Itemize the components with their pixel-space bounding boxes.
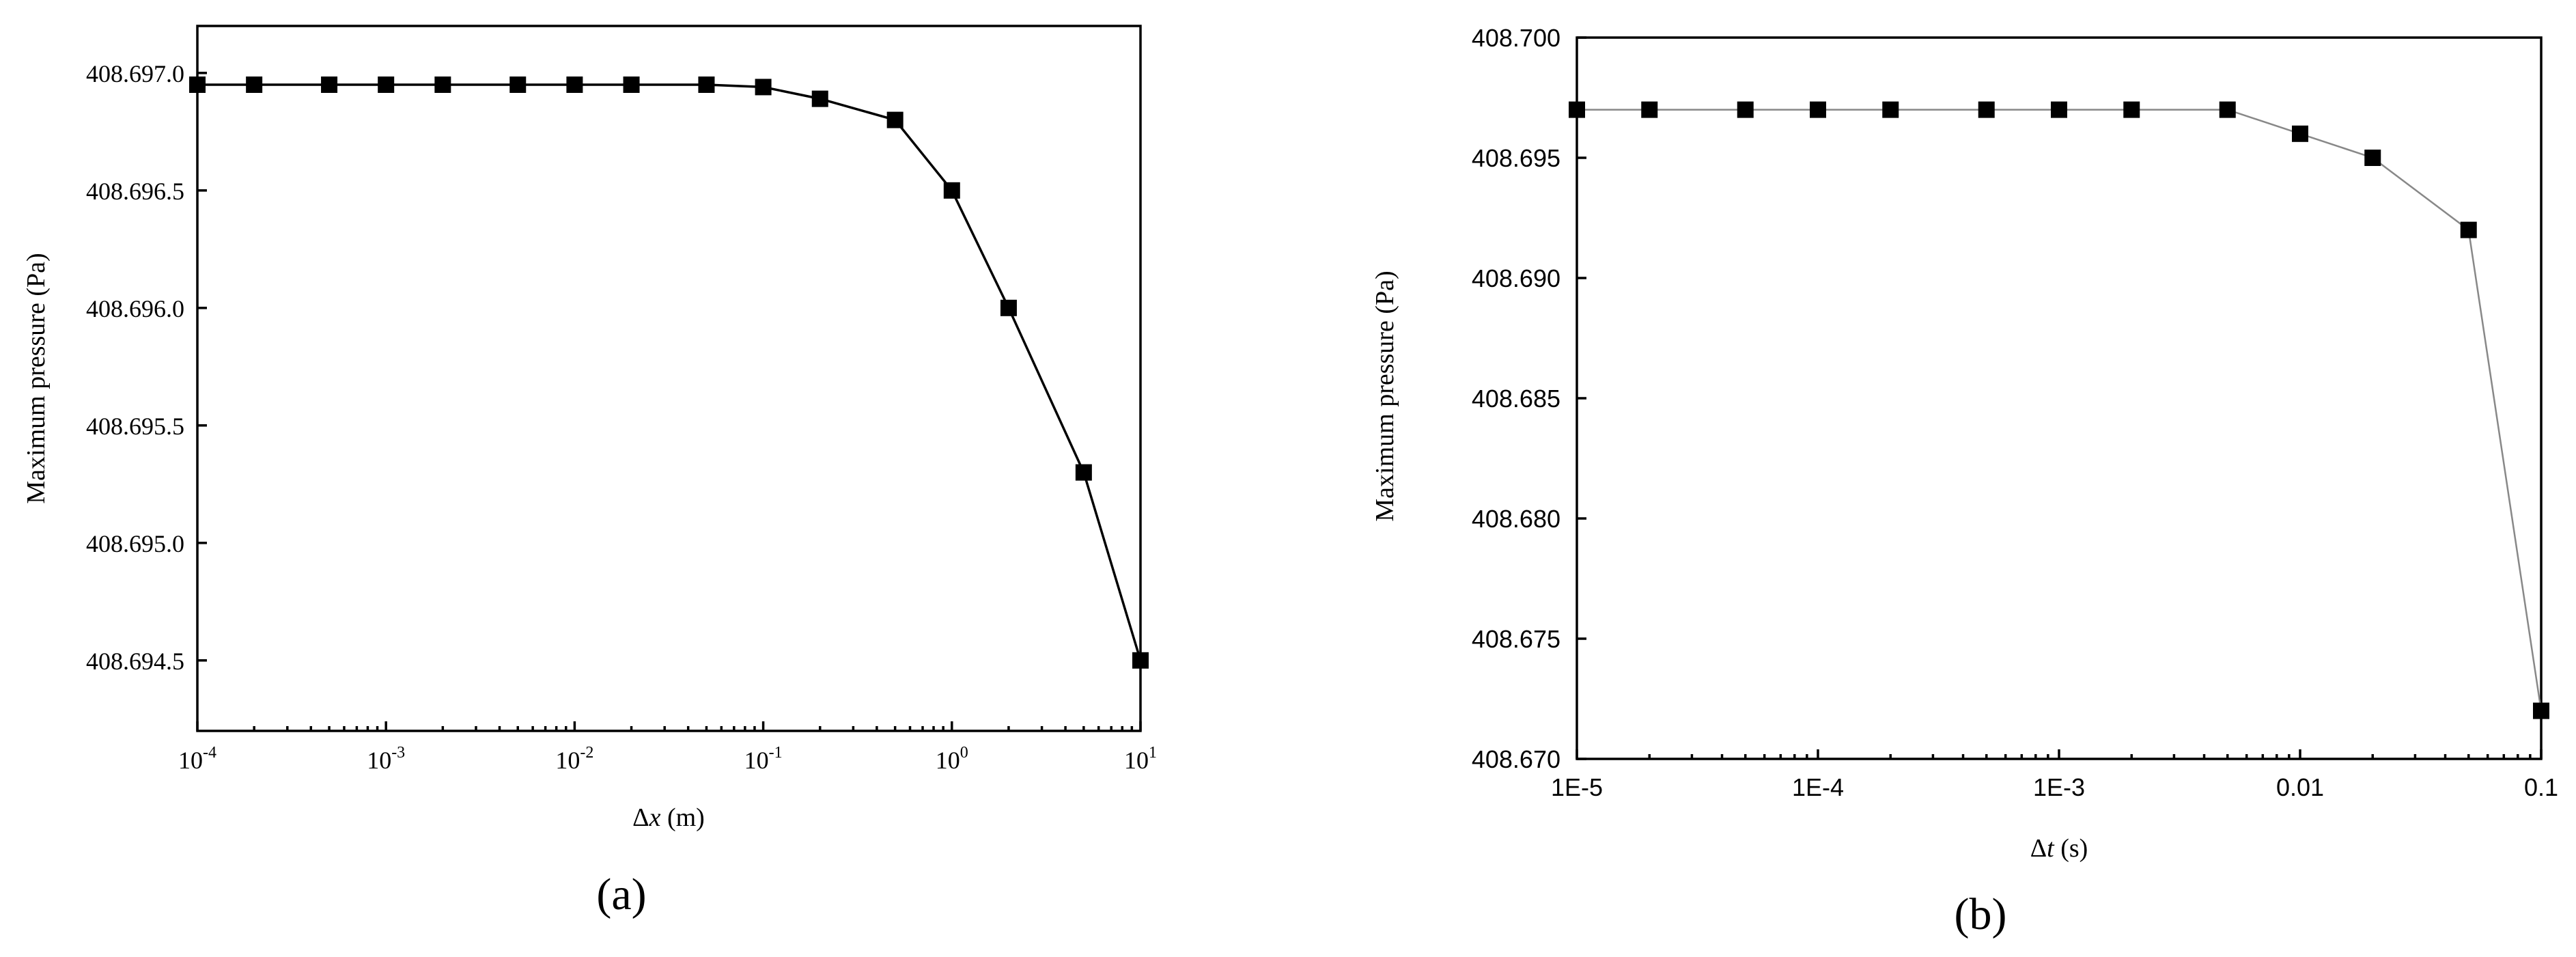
chart-b-y-tick-label: 408.680 xyxy=(1472,505,1560,533)
chart-a-y-tick-label: 408.697.0 xyxy=(86,60,184,87)
chart-a-x-axis: 10-4 10-3 10-2 10-1 100 101 xyxy=(178,721,1157,774)
chart-a-x-axis-label: Δx (m) xyxy=(632,803,705,832)
chart-b-x-tick-label: 0.1 xyxy=(2524,773,2558,801)
chart-a-y-tick-label: 408.696.0 xyxy=(86,295,184,322)
chart-b: 408.670 408.675 408.680 408.685 408.690 408.6… xyxy=(1371,24,2558,939)
chart-b-point xyxy=(2533,702,2549,719)
chart-a-x-tick-label: 10-2 xyxy=(555,744,593,774)
chart-a-point xyxy=(189,77,206,93)
chart-b-panel-label: (b) xyxy=(1955,889,2007,939)
chart-a-x-tick-label: 10-1 xyxy=(744,744,783,774)
chart-a-point xyxy=(1000,299,1017,316)
chart-b-x-tick-label: 0.01 xyxy=(2276,773,2324,801)
chart-a-point xyxy=(566,77,583,93)
chart-a: 408.694.5 408.695.0 408.695.5 408.696.0 408.… xyxy=(22,25,1157,919)
chart-a-x-tick-label: 10-3 xyxy=(367,744,405,774)
chart-b-x-axis-label: Δt (s) xyxy=(2030,834,2088,863)
chart-a-panel-label: (a) xyxy=(596,870,646,919)
chart-b-point xyxy=(2219,101,2236,118)
chart-b-point xyxy=(1641,101,1658,118)
chart-a-point xyxy=(1132,652,1149,669)
chart-a-series xyxy=(189,77,1149,669)
chart-b-y-tick-label: 408.670 xyxy=(1472,745,1560,773)
chart-b-y-tick-label: 408.700 xyxy=(1472,24,1560,52)
chart-a-point xyxy=(434,77,451,93)
chart-a-point xyxy=(811,90,828,107)
chart-b-point xyxy=(2123,101,2140,118)
chart-b-x-tick-label: 1E-4 xyxy=(1792,773,1844,801)
chart-b-x-tick-label: 1E-5 xyxy=(1551,773,1603,801)
chart-a-plot-frame xyxy=(196,25,1142,732)
chart-a-point xyxy=(623,77,640,93)
chart-a-point xyxy=(378,77,395,93)
chart-b-point xyxy=(2364,150,2381,166)
chart-b-series-line xyxy=(1577,109,2543,711)
chart-a-x-tick-label: 10-4 xyxy=(178,744,216,774)
chart-a-point xyxy=(246,77,263,93)
chart-b-point xyxy=(2460,221,2477,238)
chart-a-series-line xyxy=(197,83,1142,661)
chart-a-y-tick-label: 408.695.5 xyxy=(86,413,184,440)
chart-a-y-tick-label: 408.695.0 xyxy=(86,530,184,557)
chart-a-x-tick-label: 100 xyxy=(936,744,968,774)
chart-a-point xyxy=(886,111,904,128)
chart-a-point xyxy=(943,182,960,199)
chart-b-y-tick-label: 408.675 xyxy=(1472,625,1560,653)
chart-a-y-axis: 408.694.5 408.695.0 408.695.5 408.696.0 408.… xyxy=(86,60,207,675)
chart-a-x-tick-label: 101 xyxy=(1124,744,1157,774)
chart-b-y-axis-label: Maximum pressure (Pa) xyxy=(1371,271,1399,521)
chart-a-point xyxy=(509,77,527,93)
chart-b-point xyxy=(1882,101,1899,118)
chart-b-series xyxy=(1569,101,2549,719)
chart-b-x-axis: 1E-5 1E-4 1E-3 0.01 0.1 xyxy=(1551,749,2558,801)
chart-b-point xyxy=(1978,101,1995,118)
chart-b-point xyxy=(1737,101,1754,118)
chart-a-y-axis-label: Maximum pressure (Pa) xyxy=(22,253,51,503)
chart-b-x-tick-label: 1E-3 xyxy=(2033,773,2085,801)
chart-b-plot-frame xyxy=(1576,36,2543,760)
chart-a-point xyxy=(755,79,772,96)
chart-a-y-tick-label: 408.696.5 xyxy=(86,178,184,205)
chart-b-point xyxy=(2051,101,2067,118)
chart-b-point xyxy=(1810,101,1826,118)
chart-b-y-tick-label: 408.685 xyxy=(1472,385,1560,413)
chart-a-point xyxy=(698,77,715,93)
chart-a-point xyxy=(321,77,338,93)
chart-b-point xyxy=(1569,101,1585,118)
chart-a-y-tick-label: 408.694.5 xyxy=(86,648,184,675)
chart-b-y-tick-label: 408.690 xyxy=(1472,264,1560,292)
chart-b-y-axis: 408.670 408.675 408.680 408.685 408.690 408.6… xyxy=(1472,24,1586,773)
chart-b-point xyxy=(2292,125,2308,142)
chart-b-y-tick-label: 408.695 xyxy=(1472,144,1560,172)
chart-a-point xyxy=(1075,464,1092,481)
